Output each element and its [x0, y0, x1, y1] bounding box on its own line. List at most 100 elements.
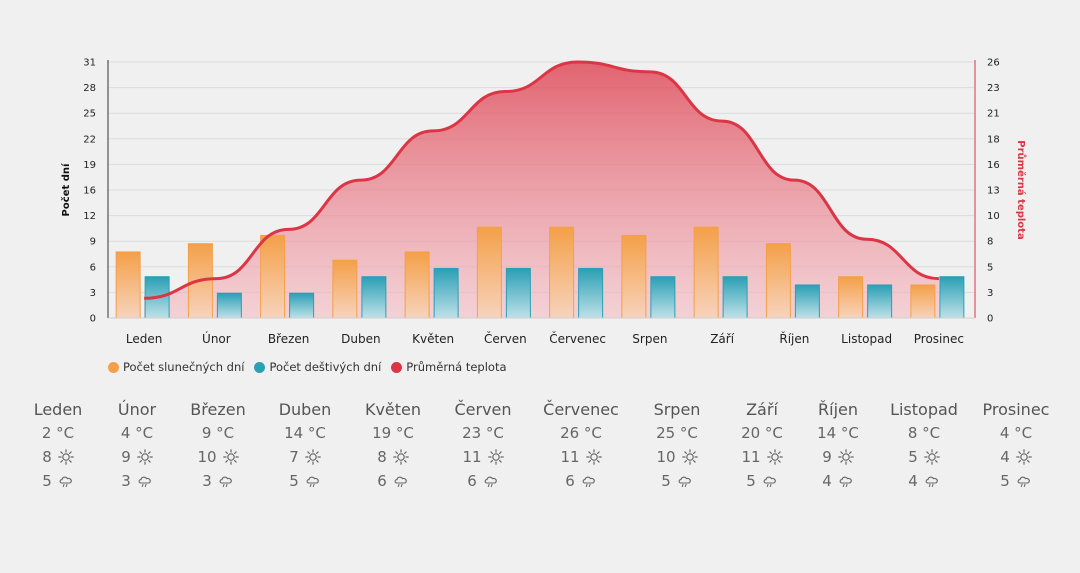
summary-rainy-days: 5 — [746, 469, 778, 493]
weather-chart: 0 0 3 3 6 5 9 8 12 10 16 13 19 16 22 18 25 21 28 23 31 26 Poče… — [60, 58, 1028, 347]
y2-axis-title: Průměrná teplota — [1015, 140, 1028, 239]
legend-item-temperature[interactable]: Průměrná teplota — [391, 360, 507, 374]
bar-rainy-days — [794, 284, 820, 319]
bar-sunny-days — [549, 226, 575, 319]
summary-sunny-days: 9 — [121, 445, 153, 469]
cloud-rain-icon — [677, 473, 693, 489]
y2-tick-label: 10 — [987, 211, 1000, 222]
summary-rainy-value: 5 — [289, 472, 299, 490]
summary-month-name: Říjen — [818, 400, 858, 419]
chart-legend: Počet slunečných dní Počet deštivých dní… — [108, 360, 507, 374]
y-tick-label: 19 — [83, 160, 96, 171]
sun-icon — [392, 449, 409, 465]
bar-sunny-days — [693, 226, 719, 319]
bar-rainy-days — [289, 292, 315, 319]
cloud-rain-icon — [483, 473, 499, 489]
summary-temperature: 4 °C — [999, 424, 1033, 442]
summary-rainy-value: 3 — [202, 472, 212, 490]
summary-rainy-value: 6 — [565, 472, 575, 490]
summary-temperature: 25 °C — [656, 424, 698, 442]
sun-icon — [222, 449, 239, 465]
sun-icon — [136, 449, 153, 465]
summary-temperature: 23 °C — [462, 424, 504, 442]
summary-rainy-days: 3 — [202, 469, 234, 493]
summary-rainy-value: 5 — [1000, 472, 1010, 490]
cloud-rain-icon — [581, 473, 597, 489]
summary-sunny-value: 9 — [121, 448, 131, 466]
summary-rainy-value: 4 — [822, 472, 832, 490]
summary-month-name: Listopad — [890, 400, 958, 419]
summary-rainy-value: 6 — [377, 472, 387, 490]
summary-sunny-days: 11 — [741, 445, 783, 469]
summary-rainy-value: 5 — [42, 472, 52, 490]
bar-sunny-days — [260, 234, 286, 319]
summary-temperature: 9 °C — [201, 424, 235, 442]
x-tick-label: Leden — [126, 332, 162, 346]
sun-icon — [585, 449, 602, 465]
bar-sunny-days — [765, 243, 791, 319]
bar-rainy-days — [867, 284, 893, 319]
summary-temperature: 14 °C — [284, 424, 326, 442]
summary-sunny-days: 8 — [42, 445, 74, 469]
summary-sunny-days: 9 — [822, 445, 854, 469]
x-tick-label: Srpen — [632, 332, 667, 346]
summary-month-name: Leden — [33, 400, 83, 419]
bars-layer — [115, 226, 965, 319]
x-tick-label: Březen — [268, 332, 310, 346]
summary-sunny-days: 4 — [1000, 445, 1032, 469]
legend-dot-rainy — [254, 361, 266, 373]
sun-icon — [766, 449, 783, 465]
y2-tick-label: 5 — [987, 262, 993, 273]
legend-label-sunny: Počet slunečných dní — [123, 360, 245, 374]
summary-month-name: Duben — [278, 400, 332, 419]
summary-sunny-days: 10 — [197, 445, 239, 469]
cloud-rain-icon — [305, 473, 321, 489]
temperature-area — [144, 62, 939, 318]
summary-sunny-value: 5 — [908, 448, 918, 466]
summary-temperature: 20 °C — [741, 424, 783, 442]
x-tick-label: Červen — [484, 331, 527, 346]
summary-sunny-value: 11 — [462, 448, 482, 466]
legend-item-sunny[interactable]: Počet slunečných dní — [108, 360, 244, 374]
legend-item-rainy[interactable]: Počet deštivých dní — [254, 360, 381, 374]
y-tick-label: 6 — [90, 262, 96, 273]
y-tick-label: 3 — [90, 288, 96, 299]
summary-temperature: 4 °C — [120, 424, 154, 442]
summary-rainy-days: 5 — [289, 469, 321, 493]
temperature-line — [144, 60, 939, 300]
cloud-rain-icon — [762, 473, 778, 489]
bar-rainy-days — [216, 292, 242, 319]
sun-icon — [1015, 449, 1032, 465]
y2-tick-label: 16 — [987, 160, 1000, 171]
summary-column-5: Červen 23 °C 11 6 — [438, 399, 528, 493]
summary-rainy-value: 5 — [661, 472, 671, 490]
summary-month-name: Únor — [117, 400, 157, 419]
summary-sunny-value: 8 — [377, 448, 387, 466]
summary-rainy-days: 4 — [822, 469, 854, 493]
summary-column-8: Září 20 °C 11 5 — [717, 399, 807, 493]
bar-rainy-days — [433, 267, 459, 319]
summary-month-name: Prosinec — [982, 400, 1050, 419]
summary-sunny-days: 7 — [289, 445, 321, 469]
summary-column-2: Březen 9 °C 10 3 — [173, 399, 263, 493]
cloud-rain-icon — [393, 473, 409, 489]
legend-label-rainy: Počet deštivých dní — [269, 360, 382, 374]
summary-rainy-value: 5 — [746, 472, 756, 490]
summary-rainy-days: 6 — [467, 469, 499, 493]
summary-rainy-days: 4 — [908, 469, 940, 493]
cloud-rain-icon — [58, 473, 74, 489]
summary-temperature: 19 °C — [372, 424, 414, 442]
x-tick-label: Duben — [341, 332, 380, 346]
summary-sunny-days: 11 — [560, 445, 602, 469]
summary-column-1: Únor 4 °C 9 3 — [92, 399, 182, 493]
summary-sunny-days: 10 — [656, 445, 698, 469]
y2-tick-label: 18 — [987, 134, 1000, 145]
y2-tick-label: 3 — [987, 288, 993, 299]
bar-sunny-days — [332, 259, 358, 319]
summary-sunny-days: 8 — [377, 445, 409, 469]
y-tick-label: 31 — [83, 58, 96, 69]
summary-rainy-days: 3 — [121, 469, 153, 493]
y-tick-label: 22 — [83, 134, 96, 145]
bar-rainy-days — [505, 267, 531, 319]
x-tick-label: Listopad — [841, 332, 892, 346]
